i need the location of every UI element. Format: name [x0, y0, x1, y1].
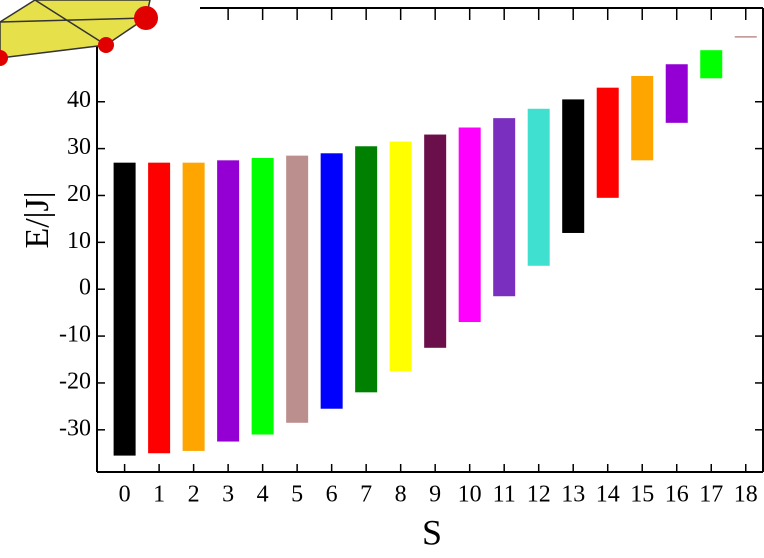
level-bar [355, 146, 377, 392]
level-bar [424, 135, 446, 348]
polyhedron-image [0, 0, 200, 66]
x-tick-label: 11 [493, 482, 516, 508]
x-tick-label: 12 [527, 482, 551, 508]
x-tick-label: 16 [665, 482, 689, 508]
x-tick-label: 17 [699, 482, 723, 508]
y-tick-label: -30 [59, 415, 91, 441]
level-bar [735, 36, 757, 38]
x-tick-label: 13 [561, 482, 585, 508]
x-tick-label: 2 [188, 482, 200, 508]
level-bar [700, 50, 722, 78]
y-tick-label: 20 [67, 181, 91, 207]
level-bar [321, 153, 343, 408]
level-bar [252, 158, 274, 435]
level-bar [528, 109, 550, 266]
level-bar [666, 64, 688, 123]
chart: -30-20-100102030400123456789101112131415… [0, 0, 764, 558]
level-bar [459, 128, 481, 323]
level-bar [631, 76, 653, 160]
y-tick-label: -10 [59, 322, 91, 348]
level-bar [183, 163, 205, 451]
x-tick-label: 4 [257, 482, 269, 508]
x-tick-label: 9 [429, 482, 441, 508]
x-tick-label: 15 [630, 482, 654, 508]
y-tick-label: -20 [59, 368, 91, 394]
level-bar [390, 142, 412, 372]
level-bar [597, 88, 619, 198]
y-tick-label: 0 [79, 275, 91, 301]
level-bar [286, 156, 308, 423]
y-tick-label: 40 [67, 87, 91, 113]
x-tick-label: 18 [734, 482, 758, 508]
x-tick-label: 6 [326, 482, 338, 508]
x-tick-label: 7 [360, 482, 372, 508]
level-bar [562, 99, 584, 233]
x-axis-label: S [422, 512, 442, 552]
level-bar [217, 160, 239, 441]
x-tick-label: 14 [596, 482, 620, 508]
x-tick-label: 3 [222, 482, 234, 508]
level-bar [493, 118, 515, 296]
x-tick-label: 0 [119, 482, 131, 508]
y-axis-label: E/|J| [19, 191, 56, 248]
y-tick-label: 30 [67, 134, 91, 160]
x-tick-label: 5 [291, 482, 303, 508]
y-tick-label: 10 [67, 228, 91, 254]
level-bar [114, 163, 136, 456]
x-tick-label: 1 [153, 482, 165, 508]
x-tick-label: 10 [458, 482, 482, 508]
x-tick-label: 8 [395, 482, 407, 508]
level-bar [148, 163, 170, 454]
